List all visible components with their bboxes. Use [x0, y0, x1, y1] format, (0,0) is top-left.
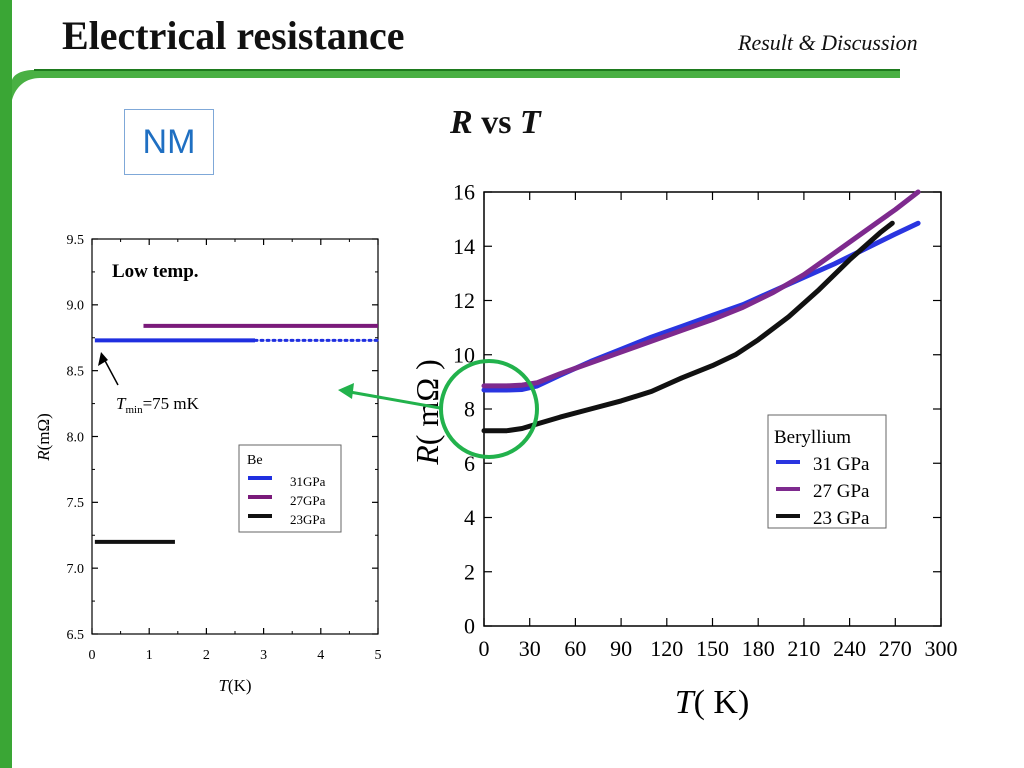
main-series	[481, 189, 921, 434]
inset-legend-title: Be	[247, 453, 263, 468]
inset-legend-label: 27GPa	[290, 493, 326, 508]
nm-tag: NM	[124, 109, 214, 175]
main-legend-title: Beryllium	[774, 427, 851, 448]
y-tick-label: 2	[464, 559, 475, 584]
title-underline-swoosh	[12, 70, 900, 100]
x-tick-label: 0	[89, 648, 96, 663]
x-tick-label: 270	[879, 636, 912, 661]
tmin-label-symbol: T	[116, 394, 127, 413]
left-green-bar	[0, 0, 12, 768]
heading-vs: vs	[472, 104, 520, 141]
y-tick-label: 9.0	[67, 299, 85, 314]
inset-x-axis-unit: (K)	[228, 676, 252, 695]
inset-x-axis-label: T(K)	[218, 676, 251, 695]
x-tick-label: 1	[146, 648, 153, 663]
inset-legend-label: 31GPa	[290, 474, 326, 489]
y-tick-label: 14	[453, 234, 475, 259]
main-legend-label: 23 GPa	[813, 508, 870, 529]
main-x-axis-label: T( K)	[675, 684, 750, 721]
x-tick-label: 90	[610, 636, 632, 661]
y-tick-label: 6.5	[67, 628, 85, 643]
y-tick-label: 16	[453, 180, 475, 205]
x-tick-label: 2	[203, 648, 210, 663]
heading-t: T	[519, 104, 541, 141]
inset-legend-items: 31GPa 27GPa 23GPa	[248, 474, 326, 527]
zoom-arrowhead	[338, 383, 354, 399]
tmin-label: Tmin=75 mK	[116, 394, 200, 416]
main-legend-label: 31 GPa	[813, 454, 870, 475]
y-tick-label: 10	[453, 342, 475, 367]
main-legend-items: 31 GPa 27 GPa 23 GPa	[776, 454, 870, 529]
x-tick-label: 120	[650, 636, 683, 661]
main-legend-label: 27 GPa	[813, 481, 870, 502]
inset-y-axis-label: R(mΩ)	[34, 413, 53, 462]
inset-ticks: 0 1 2 3 4 5 6.5 7.0 7.5 8.0 8.5 9.0 9.5	[67, 233, 382, 663]
y-tick-label: 7.5	[67, 496, 85, 511]
main-x-axis-symbol: T	[675, 684, 696, 721]
zoom-arrow-line	[349, 390, 441, 410]
inset-annotation: Low temp.	[112, 261, 199, 282]
inset-y-axis-unit: (mΩ)	[34, 413, 53, 450]
y-tick-label: 8	[464, 397, 475, 422]
inset-x-axis-symbol: T	[218, 676, 229, 695]
low-temp-highlight-circle	[439, 359, 539, 459]
heading-r: R	[450, 104, 473, 141]
chart-heading: R vs T	[450, 104, 541, 142]
y-tick-label: 9.5	[67, 233, 85, 248]
x-tick-label: 0	[479, 636, 490, 661]
x-tick-label: 4	[317, 648, 324, 663]
tmin-arrow-line	[102, 356, 119, 386]
x-tick-label: 60	[564, 636, 586, 661]
tmin-label-sub: min	[125, 404, 143, 416]
x-tick-label: 150	[696, 636, 729, 661]
main-y-axis-symbol: R	[409, 445, 445, 466]
x-tick-label: 240	[833, 636, 866, 661]
main-x-axis-unit: ( K)	[694, 684, 750, 721]
y-tick-label: 8.0	[67, 430, 85, 445]
main-ticks: 0 30 60 90 120 150 180 210 240 270 300 0 2 4 6 8 10 12 14 1…	[453, 180, 958, 661]
x-tick-label: 300	[925, 636, 958, 661]
x-tick-label: 210	[787, 636, 820, 661]
slide-title: Electrical resistance	[62, 13, 405, 58]
main-series-line-31GPa	[481, 220, 921, 393]
main-series-line-27GPa	[481, 189, 921, 389]
section-label: Result & Discussion	[738, 30, 918, 55]
y-tick-label: 8.5	[67, 365, 85, 380]
y-tick-label: 7.0	[67, 562, 85, 577]
y-tick-label: 12	[453, 288, 475, 313]
inset-y-axis-symbol: R	[34, 450, 53, 462]
y-tick-label: 0	[464, 614, 475, 639]
nm-tag-text: NM	[142, 122, 196, 161]
x-tick-label: 180	[742, 636, 775, 661]
x-tick-label: 30	[519, 636, 541, 661]
y-tick-label: 4	[464, 505, 475, 530]
y-tick-label: 6	[464, 451, 475, 476]
inset-legend-label: 23GPa	[290, 512, 326, 527]
main-plot-frame	[483, 191, 942, 627]
tmin-label-value: =75 mK	[143, 394, 200, 413]
x-tick-label: 3	[260, 648, 267, 663]
tmin-arrowhead	[98, 352, 108, 366]
inset-series	[94, 323, 380, 544]
x-tick-label: 5	[375, 648, 382, 663]
main-legend-box	[767, 414, 887, 529]
